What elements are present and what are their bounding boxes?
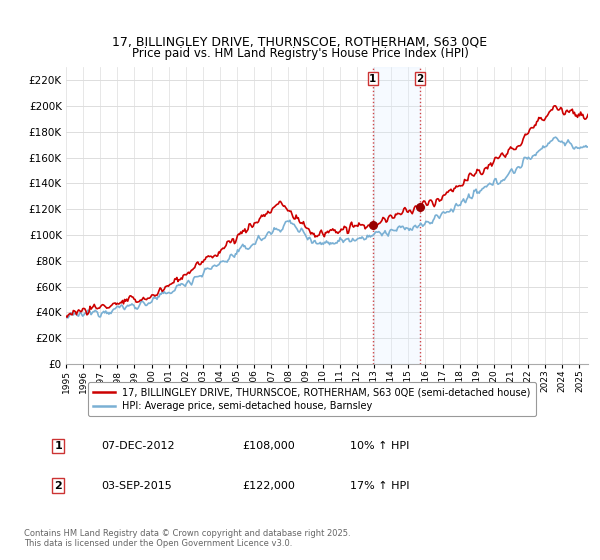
Text: £122,000: £122,000 bbox=[242, 480, 295, 491]
Text: 1: 1 bbox=[369, 74, 376, 84]
Text: 17% ↑ HPI: 17% ↑ HPI bbox=[350, 480, 409, 491]
Text: 10% ↑ HPI: 10% ↑ HPI bbox=[350, 441, 409, 451]
Text: 07-DEC-2012: 07-DEC-2012 bbox=[101, 441, 175, 451]
Text: 2: 2 bbox=[55, 480, 62, 491]
Text: £108,000: £108,000 bbox=[242, 441, 295, 451]
Text: 17, BILLINGLEY DRIVE, THURNSCOE, ROTHERHAM, S63 0QE: 17, BILLINGLEY DRIVE, THURNSCOE, ROTHERH… bbox=[112, 35, 488, 49]
Text: Price paid vs. HM Land Registry's House Price Index (HPI): Price paid vs. HM Land Registry's House … bbox=[131, 46, 469, 60]
Bar bbox=[373, 67, 420, 364]
Text: 1: 1 bbox=[55, 441, 62, 451]
Text: 2: 2 bbox=[416, 74, 424, 84]
Text: 03-SEP-2015: 03-SEP-2015 bbox=[101, 480, 172, 491]
Text: Contains HM Land Registry data © Crown copyright and database right 2025.
This d: Contains HM Land Registry data © Crown c… bbox=[24, 529, 350, 548]
Legend: 17, BILLINGLEY DRIVE, THURNSCOE, ROTHERHAM, S63 0QE (semi-detached house), HPI: : 17, BILLINGLEY DRIVE, THURNSCOE, ROTHERH… bbox=[88, 382, 536, 416]
